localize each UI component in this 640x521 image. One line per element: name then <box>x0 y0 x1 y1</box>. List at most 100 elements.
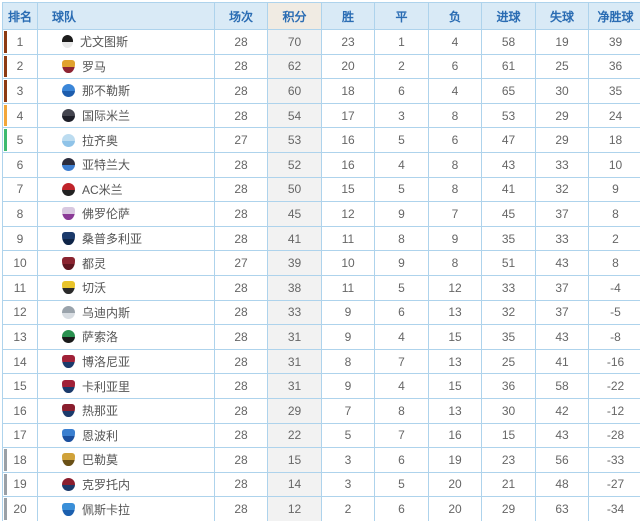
goals-against-cell: 37 <box>535 299 589 326</box>
team-cell-inner: 拉齐奥 <box>62 132 214 149</box>
goals-against-cell: 56 <box>535 447 589 473</box>
qualification-zone-bar <box>4 104 7 127</box>
losses-cell: 19 <box>428 447 482 473</box>
team-name[interactable]: 萨索洛 <box>82 330 119 345</box>
team-cell: 热那亚 <box>37 397 215 424</box>
goal-diff-cell: 36 <box>588 53 640 80</box>
losses-cell: 13 <box>428 299 482 326</box>
team-name[interactable]: 桑普多利亚 <box>82 232 143 247</box>
points-cell: 15 <box>267 447 322 473</box>
losses-cell: 8 <box>428 151 482 178</box>
team-cell-inner: 国际米兰 <box>62 107 214 124</box>
header-played: 场次 <box>214 2 268 30</box>
team-cell: 桑普多利亚 <box>37 225 215 252</box>
team-name[interactable]: 亚特兰大 <box>82 158 131 173</box>
team-crest-icon <box>62 477 75 491</box>
team-row: 10 都灵 27 39 10 9 8 51 43 8 <box>2 250 640 276</box>
goal-diff-cell: 9 <box>588 176 640 203</box>
goals-against-cell: 33 <box>535 151 589 178</box>
draws-cell: 6 <box>374 299 429 326</box>
team-cell-inner: 亚特兰大 <box>62 156 214 173</box>
rank-cell: 5 <box>2 127 38 153</box>
rank-cell: 2 <box>2 53 38 80</box>
team-crest-icon <box>62 281 75 295</box>
team-name[interactable]: 切沃 <box>82 281 107 296</box>
team-crest-icon <box>62 428 75 442</box>
team-name[interactable]: AC米兰 <box>82 182 123 197</box>
team-name[interactable]: 佩斯卡拉 <box>82 502 131 517</box>
draws-cell: 5 <box>374 274 429 301</box>
team-row: 3 那不勒斯 28 60 18 6 4 65 30 35 <box>2 78 640 104</box>
team-crest-icon <box>62 256 75 270</box>
team-cell-inner: 罗马 <box>62 58 214 75</box>
rank-value: 20 <box>13 502 27 517</box>
losses-cell: 12 <box>428 274 482 301</box>
team-row: 8 佛罗伦萨 28 45 12 9 7 45 37 8 <box>2 201 640 227</box>
team-name[interactable]: 都灵 <box>82 256 107 271</box>
goal-diff-cell: 2 <box>588 225 640 252</box>
team-row: 20 佩斯卡拉 28 12 2 6 20 29 63 -34 <box>2 496 640 521</box>
goals-for-cell: 47 <box>481 127 536 153</box>
losses-cell: 13 <box>428 397 482 424</box>
team-name[interactable]: 那不勒斯 <box>82 84 131 99</box>
wins-cell: 8 <box>321 348 375 375</box>
goals-against-cell: 33 <box>535 225 589 252</box>
team-row: 11 切沃 28 38 11 5 12 33 37 -4 <box>2 274 640 301</box>
team-name[interactable]: 热那亚 <box>82 404 119 419</box>
team-name[interactable]: 卡利亚里 <box>82 379 131 394</box>
goals-for-cell: 33 <box>481 274 536 301</box>
goals-for-cell: 41 <box>481 176 536 203</box>
team-cell-inner: 佩斯卡拉 <box>62 501 214 518</box>
rank-cell: 18 <box>2 447 38 473</box>
team-cell-inner: 切沃 <box>62 279 214 296</box>
points-cell: 41 <box>267 225 322 252</box>
rank-cell: 8 <box>2 201 38 227</box>
team-row: 5 拉齐奥 27 53 16 5 6 47 29 18 <box>2 127 640 153</box>
team-name[interactable]: 国际米兰 <box>82 109 131 124</box>
goals-against-cell: 43 <box>535 324 589 350</box>
matches-played-cell: 28 <box>214 496 268 521</box>
goal-diff-cell: 10 <box>588 151 640 178</box>
matches-played-cell: 28 <box>214 348 268 375</box>
rank-cell: 14 <box>2 348 38 375</box>
goal-diff-cell: -12 <box>588 397 640 424</box>
rank-value: 18 <box>13 452 27 467</box>
goal-diff-cell: -33 <box>588 447 640 473</box>
draws-cell: 7 <box>374 422 429 449</box>
team-crest-icon <box>62 355 75 369</box>
rank-value: 16 <box>13 403 27 418</box>
matches-played-cell: 28 <box>214 151 268 178</box>
team-name[interactable]: 巴勒莫 <box>82 453 119 468</box>
team-name[interactable]: 尤文图斯 <box>80 35 129 50</box>
team-cell: 尤文图斯 <box>37 29 215 55</box>
wins-cell: 9 <box>321 299 375 326</box>
team-name[interactable]: 乌迪内斯 <box>82 305 131 320</box>
team-name[interactable]: 拉齐奥 <box>82 133 119 148</box>
wins-cell: 17 <box>321 102 375 129</box>
goal-diff-cell: -5 <box>588 299 640 326</box>
team-name[interactable]: 佛罗伦萨 <box>82 207 131 222</box>
team-name[interactable]: 恩波利 <box>82 428 119 443</box>
team-row: 14 博洛尼亚 28 31 8 7 13 25 41 -16 <box>2 348 640 375</box>
team-row: 7 AC米兰 28 50 15 5 8 41 32 9 <box>2 176 640 203</box>
goals-against-cell: 58 <box>535 373 589 399</box>
rank-cell: 19 <box>2 471 38 498</box>
points-cell: 12 <box>267 496 322 521</box>
team-name[interactable]: 克罗托内 <box>82 477 131 492</box>
wins-cell: 9 <box>321 324 375 350</box>
points-cell: 38 <box>267 274 322 301</box>
qualification-zone-bar <box>4 449 7 471</box>
team-cell-inner: 佛罗伦萨 <box>62 205 214 222</box>
matches-played-cell: 28 <box>214 201 268 227</box>
team-name[interactable]: 罗马 <box>82 59 107 74</box>
rank-value: 17 <box>13 428 27 443</box>
team-cell: 罗马 <box>37 53 215 80</box>
team-cell: 佩斯卡拉 <box>37 496 215 521</box>
team-crest-icon <box>62 35 73 49</box>
team-row: 1 尤文图斯 28 70 23 1 4 58 19 39 <box>2 29 640 55</box>
qualification-zone-bar <box>4 473 7 496</box>
points-cell: 31 <box>267 373 322 399</box>
losses-cell: 9 <box>428 225 482 252</box>
team-name[interactable]: 博洛尼亚 <box>82 355 131 370</box>
team-cell: 拉齐奥 <box>37 127 215 153</box>
